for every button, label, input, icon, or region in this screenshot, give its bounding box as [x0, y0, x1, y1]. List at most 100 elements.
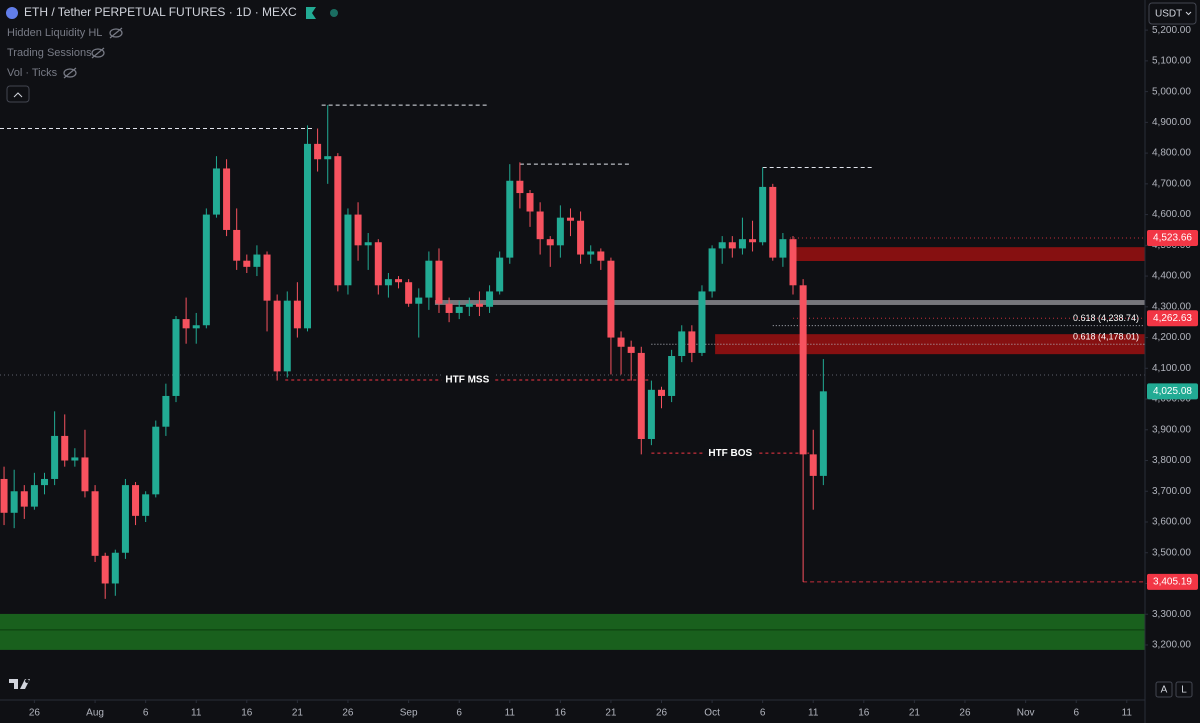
candle-body — [202, 214, 210, 326]
candle-body — [819, 391, 827, 476]
candle-body — [577, 220, 585, 255]
y-tick-label: 3,900.00 — [1152, 424, 1191, 435]
x-tick-label: 11 — [1122, 708, 1133, 719]
y-tick-label: 4,600.00 — [1152, 209, 1191, 220]
candle-body — [101, 555, 109, 584]
candle-body — [71, 457, 79, 461]
zone — [0, 613, 1145, 650]
y-tick-label: 4,700.00 — [1152, 178, 1191, 189]
price-label-bg — [1147, 230, 1198, 247]
candle-body — [121, 485, 129, 553]
zone — [789, 247, 1145, 262]
candle-body — [182, 319, 190, 329]
candle-body — [233, 229, 241, 261]
candle-body — [688, 331, 696, 353]
candle-body — [384, 279, 392, 286]
candle-body — [0, 478, 8, 513]
collapse-button[interactable] — [6, 85, 30, 103]
indicator-label: Trading Sessions — [7, 47, 92, 59]
x-tick-label: 6 — [456, 708, 462, 719]
price-label: 3,405.19 — [1153, 577, 1192, 588]
currency-selector[interactable] — [1148, 2, 1197, 25]
y-tick-label: 4,100.00 — [1152, 363, 1191, 374]
structure-label-bg — [441, 372, 494, 387]
fib-label: 0.618 (4,178.01) — [1073, 332, 1139, 342]
y-tick-label: 4,900.00 — [1152, 117, 1191, 128]
indicator-label: Hidden Liquidity HL — [7, 27, 102, 39]
candle-body — [526, 193, 534, 212]
candle-body — [20, 491, 28, 507]
candle-body — [789, 239, 797, 286]
x-tick-label: Nov — [1017, 708, 1035, 719]
x-tick-label: Aug — [86, 708, 104, 719]
currency-chevron — [1185, 11, 1192, 16]
auto-scale-button[interactable] — [1155, 681, 1173, 698]
y-tick-label: 3,300.00 — [1152, 609, 1191, 620]
candle-body — [41, 478, 49, 486]
candle-body — [253, 254, 261, 267]
price-label: 4,523.66 — [1153, 233, 1192, 244]
candle-body — [698, 291, 706, 353]
candle-body — [91, 491, 99, 556]
x-tick-label: 21 — [909, 708, 921, 719]
eye-slash — [63, 67, 77, 79]
currency-label: USDT — [1155, 9, 1182, 20]
candle-body — [334, 156, 342, 286]
zone — [434, 300, 1145, 305]
symbol-icon — [6, 7, 18, 19]
x-tick-label: 26 — [29, 708, 41, 719]
candle-body — [435, 260, 443, 304]
candle-body — [587, 251, 595, 255]
candle-body — [728, 242, 736, 249]
candle-body — [617, 337, 625, 347]
candle-body — [455, 306, 463, 313]
price-axis-panel — [1145, 0, 1200, 723]
candle-body — [111, 552, 119, 584]
candle-body — [769, 186, 777, 258]
price-label: 4,025.08 — [1153, 386, 1192, 397]
x-tick-label: 11 — [191, 708, 202, 719]
candle-body — [10, 491, 18, 513]
candle-body — [708, 248, 716, 292]
candle-body — [475, 303, 483, 307]
candle-body — [536, 211, 544, 240]
candle-body — [354, 214, 362, 246]
eye-icon[interactable] — [109, 28, 123, 38]
candle-body — [152, 426, 160, 495]
candle-body — [415, 297, 423, 304]
candle-body — [263, 254, 271, 301]
candle-body — [556, 217, 564, 246]
candle-body — [303, 143, 311, 329]
status-dot — [330, 9, 338, 17]
y-tick-label: 5,200.00 — [1152, 25, 1191, 36]
x-tick-label: 21 — [292, 708, 304, 719]
eye-icon[interactable] — [63, 68, 77, 78]
candle-body — [132, 485, 140, 516]
y-tick-label: 5,100.00 — [1152, 56, 1191, 67]
candle-body — [809, 454, 817, 476]
candle-body — [223, 168, 231, 230]
flag-icon — [306, 7, 316, 19]
x-tick-label: 16 — [555, 708, 567, 719]
y-tick-label: 4,200.00 — [1152, 332, 1191, 343]
tradingview-logo — [9, 679, 30, 689]
eye-slash — [91, 47, 105, 59]
candle-body — [405, 282, 413, 304]
candle-body — [172, 319, 180, 396]
log-scale-button[interactable] — [1175, 681, 1193, 698]
hidden-icons — [63, 27, 123, 79]
candle-body — [668, 355, 676, 396]
eye-icon[interactable] — [91, 48, 105, 58]
candle-body — [81, 457, 89, 492]
candle-body — [607, 260, 615, 338]
chart-title: ETH / Tether PERPETUAL FUTURES · 1D · ME… — [24, 5, 297, 19]
auto-scale-label: A — [1161, 685, 1168, 696]
price-label-bg — [1147, 383, 1198, 400]
indicator-label: Vol · Ticks — [7, 67, 58, 79]
price-label-bg — [1147, 310, 1198, 327]
candle-body — [142, 494, 150, 516]
y-tick-label: 3,200.00 — [1152, 640, 1191, 651]
